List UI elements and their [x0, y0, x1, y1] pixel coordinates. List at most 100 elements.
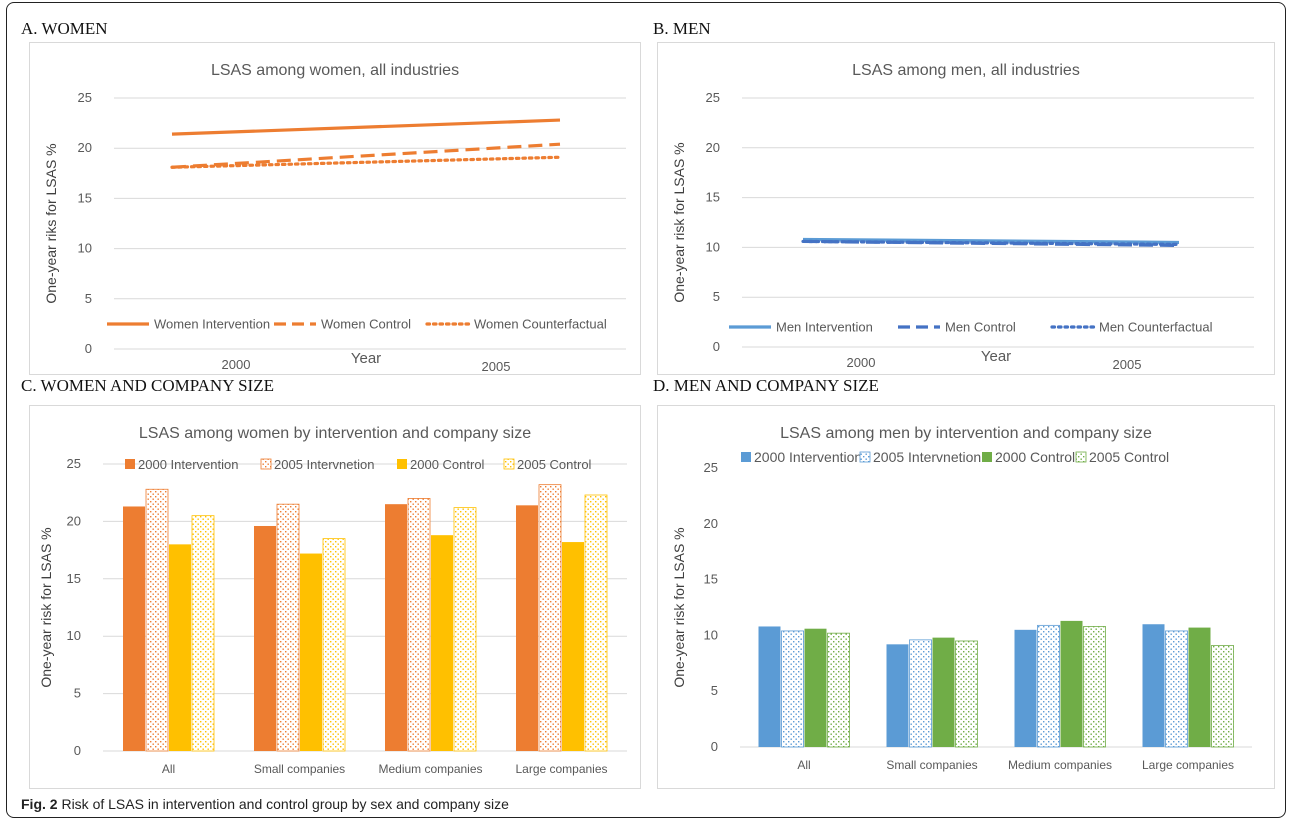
bar-3-3 [1211, 645, 1234, 748]
bar-1-3 [1165, 630, 1188, 748]
bar-3-2 [1083, 626, 1106, 748]
y-tick-label: 15 [706, 190, 720, 205]
chart-c: LSAS among women by intervention and com… [38, 425, 627, 776]
series-line-0 [171, 118, 561, 136]
y-axis-label: One-year riks for LSAS % [43, 143, 59, 303]
y-tick-label: 0 [74, 743, 81, 758]
y-tick-label: 5 [85, 291, 92, 306]
bar-1-1 [276, 503, 300, 752]
panel-c-label: C. WOMEN AND COMPANY SIZE [21, 376, 274, 395]
chart-b-frame [657, 42, 1275, 375]
y-axis-label: One-year risk for LSAS % [38, 527, 54, 687]
y-tick-label: 0 [711, 739, 718, 754]
legend-label: Women Counterfactual [474, 317, 607, 332]
bar-0-2 [1014, 629, 1037, 747]
bar-2-2 [1060, 620, 1083, 747]
bar-0-1 [886, 644, 909, 747]
legend-label: 2000 Intervention [754, 449, 862, 465]
bar-2-1 [300, 553, 322, 751]
chart-title: LSAS among women, all industries [211, 62, 459, 79]
y-tick-label: 10 [704, 627, 718, 642]
y-tick-label: 25 [78, 90, 92, 105]
bar-0-3 [516, 505, 538, 751]
legend-label: 2005 Intervnetion [873, 449, 981, 465]
y-tick-label: 10 [67, 628, 81, 643]
y-tick-label: 20 [67, 513, 81, 528]
x-axis-label: Year [351, 350, 381, 367]
chart-a-frame [29, 42, 641, 375]
legend-label: 2005 Control [1089, 449, 1169, 465]
legend-label: Women Control [321, 317, 411, 332]
bar-3-0 [827, 632, 850, 748]
legend-swatch-1 [859, 451, 871, 463]
series-line-1 [171, 142, 561, 169]
y-tick-label: 20 [706, 140, 720, 155]
y-tick-label: 15 [78, 190, 92, 205]
bar-1-0 [145, 488, 169, 752]
x-tick-label: 2000 [222, 357, 251, 372]
chart-title: LSAS among women by intervention and com… [139, 425, 531, 442]
legend-swatch-3 [1075, 451, 1087, 463]
y-axis-label: One-year risk for LSAS % [671, 527, 687, 687]
bar-0-0 [758, 626, 781, 747]
bar-3-1 [955, 640, 978, 748]
x-tick-label: 2005 [1113, 357, 1142, 372]
legend-label: 2005 Control [517, 457, 592, 472]
chart-b: LSAS among men, all industries 0 5 10 15 20 25… [671, 62, 1254, 372]
y-axis-label: One-year risk for LSAS % [671, 142, 687, 302]
chart-title: LSAS among men, all industries [852, 62, 1080, 79]
bar-3-2 [453, 507, 477, 752]
y-tick-label: 25 [704, 460, 718, 475]
caption-text: Risk of LSAS in intervention and control… [57, 796, 509, 812]
x-tick-label: Large companies [515, 762, 607, 776]
bar-1-3 [538, 484, 562, 752]
x-tick-label: Medium companies [378, 762, 482, 776]
y-tick-label: 5 [711, 683, 718, 698]
y-tick-label: 5 [74, 686, 81, 701]
legend-swatch-0 [125, 459, 135, 469]
bar-3-0 [191, 515, 215, 752]
y-tick-label: 10 [78, 241, 92, 256]
bar-0-2 [385, 504, 407, 751]
bar-2-3 [1188, 627, 1211, 747]
legend-label: 2005 Intervnetion [274, 457, 374, 472]
bar-2-0 [804, 628, 827, 747]
x-tick-label: Small companies [254, 762, 345, 776]
y-tick-label: 20 [704, 516, 718, 531]
bar-3-3 [584, 494, 608, 752]
bar-2-3 [562, 542, 584, 751]
series-line-0 [802, 237, 1180, 245]
x-tick-label: 2005 [482, 359, 511, 374]
y-tick-label: 0 [713, 339, 720, 354]
legend-label: Men Counterfactual [1099, 320, 1213, 335]
legend-label: 2000 Control [995, 449, 1075, 465]
legend-swatch-2 [397, 459, 407, 469]
bar-1-0 [781, 630, 804, 748]
bar-0-1 [254, 525, 276, 751]
chart-title: LSAS among men by intervention and compa… [780, 425, 1152, 442]
panel-a-label: A. WOMEN [21, 19, 108, 38]
y-tick-label: 25 [67, 456, 81, 471]
series-line-2 [801, 239, 1181, 247]
x-tick-label: Medium companies [1008, 758, 1112, 772]
bar-1-2 [1037, 624, 1060, 748]
y-tick-label: 10 [706, 239, 720, 254]
x-tick-label: 2000 [847, 355, 876, 370]
legend-label: Men Control [945, 320, 1016, 335]
figure-caption: Fig. 2 Risk of LSAS in intervention and … [21, 796, 509, 812]
x-tick-label: Large companies [1142, 758, 1234, 772]
figure: A. WOMEN B. MEN C. WOMEN AND COMPANY SIZ… [6, 2, 1286, 818]
y-tick-label: 15 [67, 571, 81, 586]
bar-1-2 [407, 498, 431, 752]
y-tick-label: 0 [85, 341, 92, 356]
legend-label: 2000 Control [410, 457, 485, 472]
x-tick-label: All [797, 758, 810, 772]
panel-d-label: D. MEN AND COMPANY SIZE [653, 376, 879, 395]
legend-swatch-1 [260, 458, 272, 470]
y-tick-label: 5 [713, 289, 720, 304]
legend-swatch-2 [982, 452, 992, 462]
legend-swatch-0 [741, 452, 751, 462]
bar-0-3 [1142, 624, 1165, 747]
bar-3-1 [322, 538, 346, 752]
bar-2-2 [431, 535, 453, 751]
